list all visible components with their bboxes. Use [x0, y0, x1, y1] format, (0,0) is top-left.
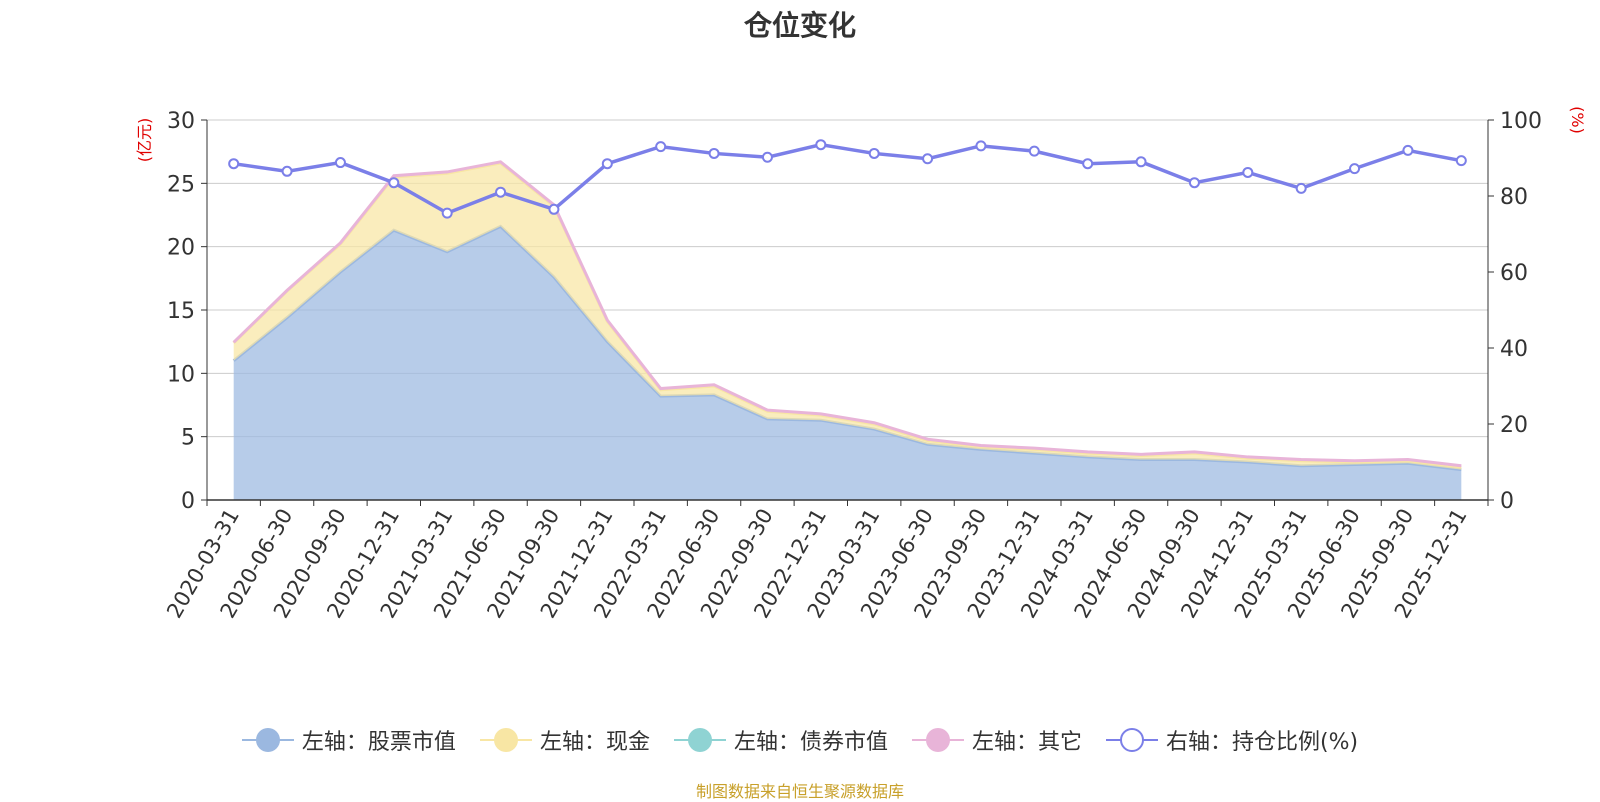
ratio-point: [708, 147, 720, 159]
left-axis-tick-label: 25: [167, 172, 195, 197]
legend-label: 右轴：持仓比例(%): [1165, 730, 1359, 755]
legend-item-4[interactable]: 右轴：持仓比例(%): [1105, 724, 1359, 756]
right-axis-tick-label: 100: [1500, 109, 1542, 134]
legend-item-0[interactable]: 左轴：股票市值: [241, 724, 456, 756]
ratio-point: [1349, 163, 1361, 175]
right-axis-tick-label: 60: [1500, 261, 1528, 286]
legend-swatch-dot: [255, 728, 280, 752]
legend-item-1[interactable]: 左轴：现金: [479, 724, 650, 756]
left-axis-tick-label: 15: [167, 299, 195, 324]
right-axis-tick-label: 40: [1500, 337, 1528, 362]
legend-swatch-dot: [925, 728, 950, 752]
right-axis-tick-label: 20: [1500, 413, 1528, 438]
ratio-point: [495, 186, 507, 198]
legend-item-3[interactable]: 左轴：其它: [911, 724, 1082, 756]
ratio-point: [655, 141, 667, 153]
legend-label: 左轴：债券市值: [733, 730, 888, 755]
ratio-point: [1028, 145, 1040, 157]
ratio-point: [1082, 158, 1094, 170]
ratio-point: [761, 151, 773, 163]
right-axis-tick-label: 0: [1500, 489, 1514, 514]
ratio-point: [1242, 166, 1254, 178]
left-axis-tick-label: 30: [167, 109, 195, 134]
left-axis-tick-label: 20: [167, 236, 195, 261]
legend-label: 左轴：现金: [539, 730, 650, 755]
ratio-line: [233, 142, 1462, 216]
ratio-point: [388, 177, 400, 189]
legend-swatch-dot: [493, 728, 518, 752]
ratio-point: [228, 158, 240, 170]
left-axis-label: (亿元): [135, 118, 154, 163]
ratio-point: [1188, 177, 1200, 189]
area-line-3: [232, 160, 1462, 468]
right-axis-label: (%): [1568, 106, 1587, 134]
legend-swatch-icon: [673, 728, 726, 752]
left-axis-tick-label: 10: [167, 362, 195, 387]
legend-swatch-icon: [479, 728, 532, 752]
legend-swatch-icon: [911, 728, 964, 752]
ratio-point: [975, 140, 987, 152]
legend-label: 左轴：其它: [971, 730, 1082, 755]
ratio-point: [441, 207, 453, 219]
legend-swatch-dot: [687, 728, 712, 752]
ratio-point: [868, 147, 880, 159]
legend-item-2[interactable]: 左轴：债券市值: [673, 724, 888, 756]
ratio-point: [548, 203, 560, 215]
legend-swatch-icon: [1105, 728, 1158, 752]
source-note: 制图数据来自恒生聚源数据库: [695, 782, 904, 801]
chart-title: 仓位变化: [743, 9, 856, 42]
area-1: [233, 163, 1462, 470]
ratio-point: [334, 157, 346, 169]
left-axis-tick-label: 5: [181, 426, 195, 451]
ratio-point: [1455, 155, 1467, 167]
ratio-point: [1295, 182, 1307, 194]
ratio-point: [1135, 156, 1147, 168]
ratio-point: [922, 153, 934, 165]
ratio-point: [815, 139, 827, 151]
legend-label: 左轴：股票市值: [301, 730, 456, 755]
area-0: [233, 226, 1462, 500]
right-axis-tick-label: 80: [1500, 185, 1528, 210]
ratio-point: [601, 158, 613, 170]
left-axis-tick-label: 0: [181, 489, 195, 514]
ratio-point: [1402, 144, 1414, 156]
chart-legend: 左轴：股票市值 左轴：现金 左轴：债券市值 左轴：其它 右轴：持仓比例(%): [0, 724, 1600, 756]
legend-swatch-icon: [241, 728, 294, 752]
legend-swatch-dot: [1119, 728, 1144, 752]
ratio-point: [281, 165, 293, 177]
